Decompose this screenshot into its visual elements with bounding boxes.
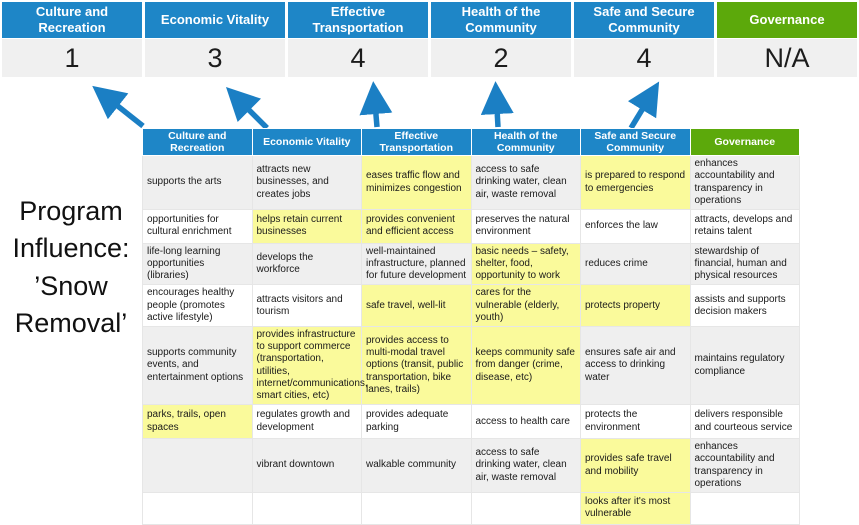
matrix-cell-highlighted: provides convenient and efficient access <box>361 208 472 244</box>
matrix-row-4: encourages healthy people (promotes acti… <box>142 284 800 327</box>
matrix-cell-highlighted: helps retain current businesses <box>251 208 362 244</box>
matrix-cell <box>142 491 253 525</box>
matrix-cell: regulates growth and development <box>251 404 362 440</box>
program-influence-label: Program Influence: ’Snow Removal’ <box>0 193 142 342</box>
matrix-table: Culture and Recreation Economic Vitality E… <box>142 127 800 525</box>
matrix-cell: enforces the law <box>580 208 691 244</box>
summary-header-label: Safe and Secure Community <box>574 2 714 38</box>
matrix-cell-highlighted: basic needs – safety, shelter, food, opp… <box>470 242 581 286</box>
matrix-cell: provides adequate parking <box>361 404 472 440</box>
matrix-cell: delivers responsible and courteous servi… <box>689 404 800 440</box>
summary-score: 4 <box>288 39 428 77</box>
matrix-cell: supports community events, and entertain… <box>142 325 253 406</box>
matrix-cell: protects the environment <box>580 404 691 440</box>
matrix-cell-highlighted: keeps community safe from danger (crime,… <box>470 325 581 406</box>
matrix-cell: life-long learning opportunities (librar… <box>142 242 253 286</box>
matrix-row-5: supports community events, and entertain… <box>142 325 800 406</box>
influence-arrow-1 <box>92 85 145 129</box>
summary-column-3: Effective Transportation 4 <box>288 2 428 77</box>
matrix-cell <box>470 491 581 525</box>
summary-score: N/A <box>717 39 857 77</box>
matrix-body: supports the arts attracts new businesses… <box>142 155 800 525</box>
program-label-line-1: Program <box>19 196 123 226</box>
summary-header-label: Governance <box>717 2 857 38</box>
influence-arrows <box>92 81 660 130</box>
matrix-cell: maintains regulatory compliance <box>689 325 800 406</box>
matrix-cell: reduces crime <box>580 242 691 286</box>
influence-arrow-5 <box>627 81 660 130</box>
matrix-cell: ensures safe air and access to drinking … <box>580 325 691 406</box>
matrix-header-cell: Safe and Secure Community <box>580 127 691 157</box>
matrix-cell <box>251 491 362 525</box>
matrix-header-cell: Economic Vitality <box>251 127 362 157</box>
matrix-header-cell: Health of the Community <box>470 127 581 157</box>
summary-header-label: Culture and Recreation <box>2 2 142 38</box>
summary-column-5: Safe and Secure Community 4 <box>574 2 714 77</box>
summary-header-label: Health of the Community <box>431 2 571 38</box>
matrix-row-3: life-long learning opportunities (librar… <box>142 242 800 286</box>
summary-bar: Culture and Recreation 1 Economic Vitality… <box>2 2 857 77</box>
summary-column-4: Health of the Community 2 <box>431 2 571 77</box>
matrix-cell: access to safe drinking water, clean air… <box>470 438 581 493</box>
summary-score: 2 <box>431 39 571 77</box>
matrix-header-cell: Culture and Recreation <box>142 127 253 157</box>
matrix-cell-highlighted: eases traffic flow and minimizes congest… <box>361 155 472 210</box>
matrix-cell: assists and supports decision makers <box>689 284 800 327</box>
matrix-cell: enhances accountability and transparency… <box>689 155 800 210</box>
matrix-cell-highlighted: provides infrastructure to support comme… <box>251 325 368 406</box>
influence-arrow-4 <box>480 81 514 128</box>
influence-arrow-3 <box>359 81 393 128</box>
program-label-line-4: Removal’ <box>14 307 128 338</box>
matrix-row-8: looks after it's most vulnerable <box>142 491 800 525</box>
matrix-row-7: vibrant downtown walkable community access… <box>142 438 800 493</box>
matrix-header-row: Culture and Recreation Economic Vitality E… <box>142 127 800 157</box>
matrix-cell: walkable community <box>361 438 472 493</box>
program-label-line-3: ’Snow <box>34 270 108 301</box>
matrix-row-2: opportunities for cultural enrichment hel… <box>142 208 800 244</box>
matrix-cell: enhances accountability and transparency… <box>689 438 800 493</box>
summary-score: 3 <box>145 39 285 77</box>
program-label-line-2: Influence: <box>12 233 130 264</box>
matrix-cell-highlighted: provides access to multi-modal travel op… <box>361 325 472 406</box>
summary-column-1: Culture and Recreation 1 <box>2 2 142 77</box>
matrix-cell <box>142 438 253 493</box>
matrix-cell: attracts visitors and tourism <box>251 284 362 327</box>
matrix-cell: attracts new businesses, and creates job… <box>251 155 362 210</box>
summary-score: 4 <box>574 39 714 77</box>
matrix-cell-highlighted: protects property <box>580 284 691 327</box>
matrix-cell: opportunities for cultural enrichment <box>142 208 253 244</box>
matrix-cell <box>361 491 472 525</box>
summary-score: 1 <box>2 39 142 77</box>
matrix-cell-highlighted: looks after it's most vulnerable <box>580 491 691 525</box>
matrix-cell: preserves the natural environment <box>470 208 581 244</box>
matrix-cell: access to health care <box>470 404 581 440</box>
influence-arrow-2 <box>225 86 269 130</box>
matrix-header-cell: Effective Transportation <box>361 127 472 157</box>
matrix-cell: vibrant downtown <box>251 438 362 493</box>
matrix-cell: encourages healthy people (promotes acti… <box>142 284 253 327</box>
matrix-cell <box>689 491 800 525</box>
matrix-row-6: parks, trails, open spaces regulates grow… <box>142 404 800 440</box>
matrix-cell: well-maintained infrastructure, planned … <box>361 242 472 286</box>
matrix-cell-highlighted: is prepared to respond to emergencies <box>580 155 691 210</box>
matrix-cell: attracts, develops and retains talent <box>689 208 800 244</box>
matrix-cell: stewardship of financial, human and phys… <box>689 242 800 286</box>
summary-column-6: Governance N/A <box>717 2 857 77</box>
matrix-cell-highlighted: cares for the vulnerable (elderly, youth… <box>470 284 581 327</box>
matrix-cell: access to safe drinking water, clean air… <box>470 155 581 210</box>
matrix-row-1: supports the arts attracts new businesses… <box>142 155 800 210</box>
summary-column-2: Economic Vitality 3 <box>145 2 285 77</box>
matrix-cell-highlighted: parks, trails, open spaces <box>142 404 253 440</box>
matrix-header-cell: Governance <box>689 127 800 157</box>
matrix-cell: supports the arts <box>142 155 253 210</box>
matrix-cell-highlighted: safe travel, well-lit <box>361 284 472 327</box>
influence-matrix: Culture and Recreation Economic Vitality E… <box>142 127 800 525</box>
summary-header-label: Effective Transportation <box>288 2 428 38</box>
matrix-cell-highlighted: provides safe travel and mobility <box>580 438 691 493</box>
matrix-cell: develops the workforce <box>251 242 362 286</box>
summary-header-label: Economic Vitality <box>145 2 285 38</box>
